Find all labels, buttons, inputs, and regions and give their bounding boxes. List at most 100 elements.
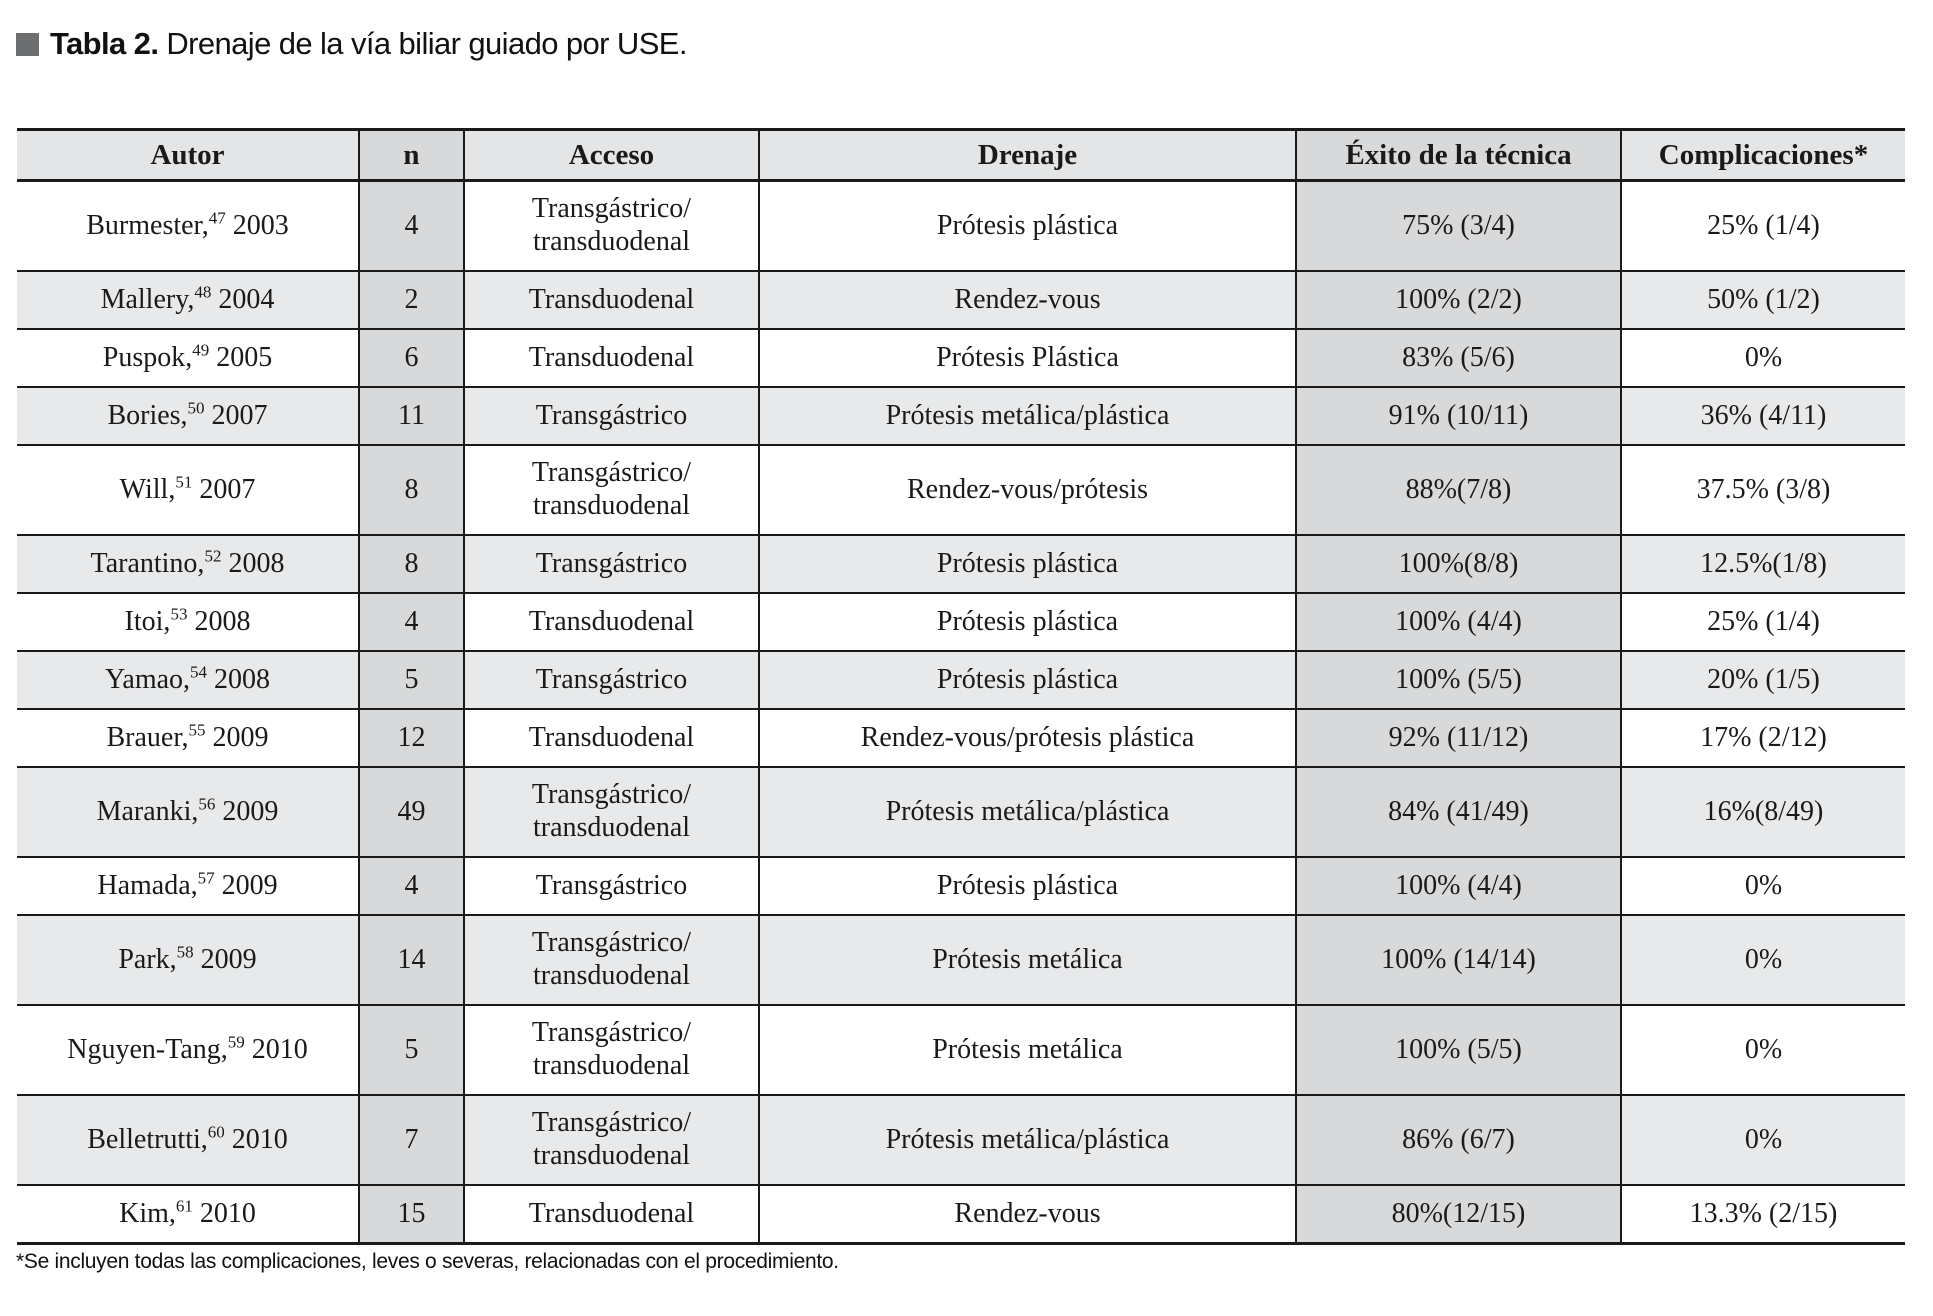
cell-complicaciones: 17% (2/12) [1620,709,1905,768]
cell-autor: Puspok,49 2005 [17,329,360,388]
cell-drenaje: Rendez-vous/prótesis plástica [758,709,1297,768]
cell-n: 14 [358,915,465,1006]
column-header-autor: Autor [17,129,360,182]
author-ref-superscript: 47 [208,208,226,228]
cell-complicaciones: 25% (1/4) [1620,593,1905,652]
cell-exito: 100% (4/4) [1295,857,1622,916]
table-row: Itoi,53 2008 4 Transduodenal Prótesis pl… [17,593,1905,652]
author-year: 2009 [193,944,257,975]
cell-drenaje: Prótesis plástica [758,180,1297,272]
cell-n: 11 [358,387,465,446]
author-ref-superscript: 52 [204,546,222,566]
title-square-icon [16,33,39,56]
author-name: Tarantino, [90,548,205,579]
author-ref-superscript: 59 [227,1032,245,1052]
author-ref-superscript: 51 [175,472,193,492]
cell-n: 8 [358,445,465,536]
author-year: 2008 [221,548,285,579]
author-name: Mallery, [100,284,195,315]
cell-n: 8 [358,535,465,594]
cell-complicaciones: 0% [1620,915,1905,1006]
author-name: Belletrutti, [87,1124,208,1155]
cell-complicaciones: 0% [1620,329,1905,388]
column-header-acceso: Acceso [463,129,760,182]
cell-acceso: Transduodenal [463,1185,760,1244]
cell-exito: 75% (3/4) [1295,180,1622,272]
cell-drenaje: Prótesis metálica/plástica [758,387,1297,446]
author-ref-superscript: 56 [198,794,216,814]
cell-autor: Brauer,55 2009 [17,709,360,768]
cell-acceso: Transgástrico [463,651,760,710]
cell-complicaciones: 37.5% (3/8) [1620,445,1905,536]
author-ref-superscript: 61 [175,1196,193,1216]
footnote: *Se incluyen todas las complicaciones, l… [16,1250,839,1273]
author-year: 2009 [215,796,279,827]
table-row: Burmester,47 2003 4 Transgástrico/ trans… [17,180,1905,272]
cell-n: 15 [358,1185,465,1244]
table-row: Bories,50 2007 11 Transgástrico Prótesis… [17,387,1905,446]
cell-acceso: Transgástrico/ transduodenal [463,1005,760,1096]
cell-acceso: Transgástrico [463,857,760,916]
table-row: Puspok,49 2005 6 Transduodenal Prótesis … [17,329,1905,388]
author-ref-superscript: 55 [188,720,206,740]
author-name: Brauer, [106,722,189,753]
cell-acceso: Transgástrico/ transduodenal [463,915,760,1006]
cell-acceso: Transduodenal [463,593,760,652]
cell-complicaciones: 13.3% (2/15) [1620,1185,1905,1244]
cell-acceso: Transgástrico [463,535,760,594]
cell-n: 2 [358,271,465,330]
author-name: Kim, [119,1198,176,1229]
cell-exito: 92% (11/12) [1295,709,1622,768]
cell-drenaje: Prótesis Plástica [758,329,1297,388]
cell-drenaje: Prótesis plástica [758,857,1297,916]
author-year: 2010 [244,1034,308,1065]
cell-exito: 88%(7/8) [1295,445,1622,536]
table-row: Kim,61 2010 15 Transduodenal Rendez-vous… [17,1185,1905,1244]
cell-exito: 80%(12/15) [1295,1185,1622,1244]
cell-n: 12 [358,709,465,768]
cell-exito: 100% (5/5) [1295,651,1622,710]
cell-drenaje: Prótesis plástica [758,651,1297,710]
author-name: Itoi, [124,606,171,637]
author-ref-superscript: 49 [192,340,210,360]
author-year: 2008 [207,664,271,695]
title-label: Tabla 2. [50,26,159,61]
cell-n: 5 [358,1005,465,1096]
table-row: Tarantino,52 2008 8 Transgástrico Prótes… [17,535,1905,594]
cell-complicaciones: 0% [1620,1005,1905,1096]
table-body: Burmester,47 2003 4 Transgástrico/ trans… [17,180,1905,1244]
cell-acceso: Transduodenal [463,709,760,768]
table-row: Yamao,54 2008 5 Transgástrico Prótesis p… [17,651,1905,710]
table-row: Belletrutti,60 2010 7 Transgástrico/ tra… [17,1095,1905,1186]
cell-acceso: Transgástrico/ transduodenal [463,1095,760,1186]
cell-complicaciones: 12.5%(1/8) [1620,535,1905,594]
cell-n: 49 [358,767,465,858]
cell-autor: Maranki,56 2009 [17,767,360,858]
cell-drenaje: Prótesis metálica [758,915,1297,1006]
cell-drenaje: Prótesis metálica/plástica [758,1095,1297,1186]
cell-exito: 83% (5/6) [1295,329,1622,388]
cell-drenaje: Rendez-vous [758,271,1297,330]
cell-complicaciones: 50% (1/2) [1620,271,1905,330]
cell-acceso: Transgástrico [463,387,760,446]
cell-exito: 100% (14/14) [1295,915,1622,1006]
author-year: 2004 [211,284,275,315]
column-header-n: n [358,129,465,182]
table-title: Tabla 2. Drenaje de la vía biliar guiado … [16,26,687,62]
cell-drenaje: Prótesis plástica [758,535,1297,594]
author-year: 2005 [209,342,273,373]
cell-drenaje: Rendez-vous [758,1185,1297,1244]
cell-acceso: Transduodenal [463,329,760,388]
cell-drenaje: Prótesis metálica/plástica [758,767,1297,858]
cell-autor: Itoi,53 2008 [17,593,360,652]
cell-complicaciones: 0% [1620,1095,1905,1186]
author-ref-superscript: 53 [170,604,188,624]
author-ref-superscript: 48 [194,282,212,302]
cell-exito: 86% (6/7) [1295,1095,1622,1186]
table-row: Nguyen-Tang,59 2010 5 Transgástrico/ tra… [17,1005,1905,1096]
author-name: Nguyen-Tang, [67,1034,228,1065]
cell-complicaciones: 25% (1/4) [1620,180,1905,272]
author-year: 2009 [214,870,278,901]
author-year: 2010 [224,1124,288,1155]
cell-complicaciones: 20% (1/5) [1620,651,1905,710]
